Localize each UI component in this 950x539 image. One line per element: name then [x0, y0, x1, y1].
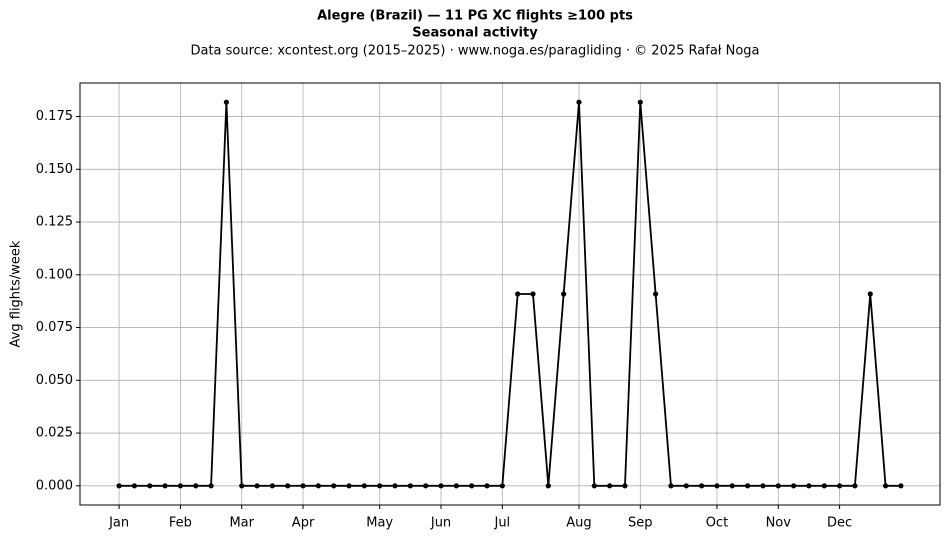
data-point	[162, 483, 168, 489]
data-point	[254, 483, 260, 489]
x-tick-label: Feb	[169, 516, 192, 531]
y-tick-label: 0.125	[36, 215, 73, 230]
data-point	[852, 483, 858, 489]
data-point	[561, 291, 567, 297]
data-point	[668, 483, 674, 489]
x-tick-label: Oct	[706, 516, 728, 531]
data-point	[193, 483, 199, 489]
data-point	[315, 483, 321, 489]
y-tick-label: 0.075	[36, 320, 73, 335]
x-tick-label: Nov	[766, 516, 792, 531]
data-point	[530, 291, 536, 297]
y-tick-label: 0.175	[36, 109, 73, 124]
chart-source: Data source: xcontest.org (2015–2025) · …	[190, 44, 759, 59]
data-point	[346, 483, 352, 489]
data-point	[423, 483, 429, 489]
y-tick-label: 0.100	[36, 267, 73, 282]
data-point	[607, 483, 613, 489]
data-point	[729, 483, 735, 489]
data-point	[745, 483, 751, 489]
data-point	[407, 483, 413, 489]
data-point	[836, 483, 843, 489]
data-point	[469, 483, 475, 489]
data-point	[882, 483, 889, 489]
data-point	[867, 291, 873, 297]
data-point	[545, 483, 551, 489]
data-point	[300, 483, 306, 489]
data-point	[392, 483, 398, 489]
x-tick-label: May	[366, 516, 393, 531]
data-point	[821, 483, 827, 489]
data-point	[208, 483, 214, 489]
y-tick-label: 0.150	[36, 162, 73, 177]
data-point	[453, 483, 459, 489]
chart-subtitle: Seasonal activity	[412, 26, 538, 41]
x-tick-label: Jan	[108, 516, 129, 531]
y-tick-label: 0.050	[36, 373, 73, 388]
data-point	[285, 483, 291, 489]
x-tick-label: Dec	[827, 516, 852, 531]
data-point	[653, 291, 659, 297]
x-tick-label: Apr	[292, 516, 315, 531]
data-point	[791, 483, 797, 489]
plot-frame	[79, 82, 941, 506]
data-point	[331, 483, 337, 489]
data-point	[269, 483, 275, 489]
data-point	[699, 483, 705, 489]
data-point	[515, 291, 521, 297]
data-point	[622, 483, 628, 489]
x-tick-label: Jul	[493, 516, 510, 531]
y-tick-label: 0.000	[36, 478, 73, 493]
x-tick-label: Aug	[566, 516, 591, 531]
data-point	[898, 483, 904, 489]
chart-title: Alegre (Brazil) — 11 PG XC flights ≥100 …	[317, 9, 633, 24]
data-point	[223, 99, 229, 105]
data-point	[576, 99, 582, 105]
data-point	[239, 483, 245, 489]
y-axis-label: Avg flights/week	[9, 240, 24, 347]
data-point	[147, 483, 153, 489]
data-point	[131, 483, 138, 489]
data-point	[499, 483, 505, 489]
data-point	[775, 483, 781, 489]
data-point	[177, 483, 184, 489]
data-point	[714, 483, 720, 489]
x-tick-label: Jun	[430, 516, 451, 531]
y-tick-label: 0.025	[36, 426, 73, 441]
x-tick-label: Sep	[628, 516, 653, 531]
x-tick-label: Mar	[229, 516, 254, 531]
series-line	[119, 102, 901, 487]
data-point	[806, 483, 812, 489]
data-point	[591, 483, 597, 489]
data-point	[484, 483, 490, 489]
data-point	[438, 483, 444, 489]
data-point	[760, 483, 766, 489]
data-point	[377, 483, 383, 489]
data-point	[637, 99, 643, 105]
data-point	[683, 483, 689, 489]
data-point	[116, 483, 122, 489]
data-point	[361, 483, 367, 489]
